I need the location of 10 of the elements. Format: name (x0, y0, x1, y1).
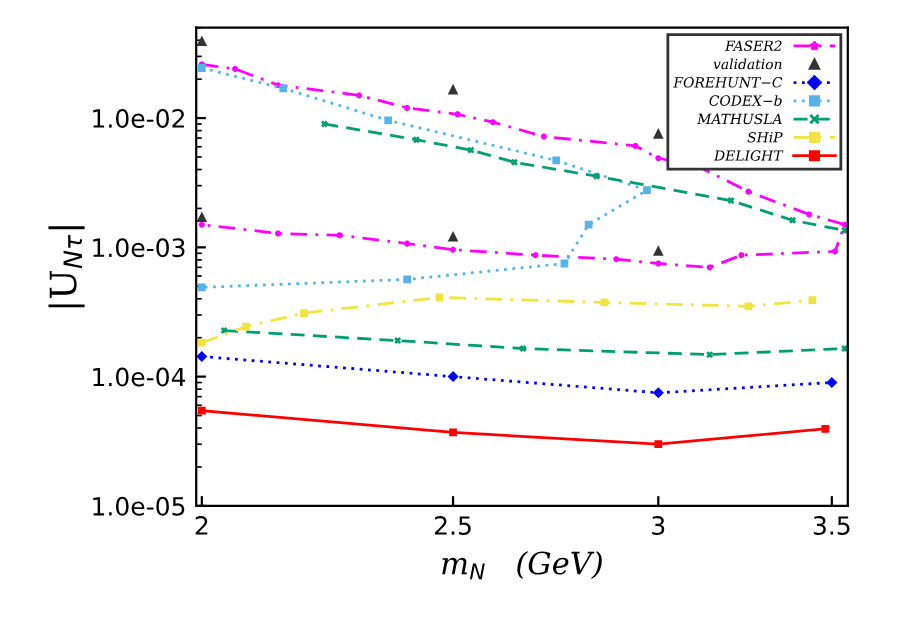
y-tick-label: 1.0e-04 (93, 367, 186, 387)
x-tick-label: 2.5 (435, 516, 471, 535)
y-tick-label: 1.0e-02 (93, 109, 184, 128)
text: m$_{N}$ (GeV) (442, 550, 602, 580)
x-tick-label: 3.5 (813, 516, 850, 535)
y-tick-label: 1.0e-05 (93, 496, 185, 516)
y-axis-title: |U$_{Nτ}$| (48, 226, 85, 308)
x-tick-label: 3 (652, 516, 665, 535)
y-tick-label: 1.0e-03 (93, 238, 185, 258)
x-tick-label: 2 (195, 516, 208, 535)
